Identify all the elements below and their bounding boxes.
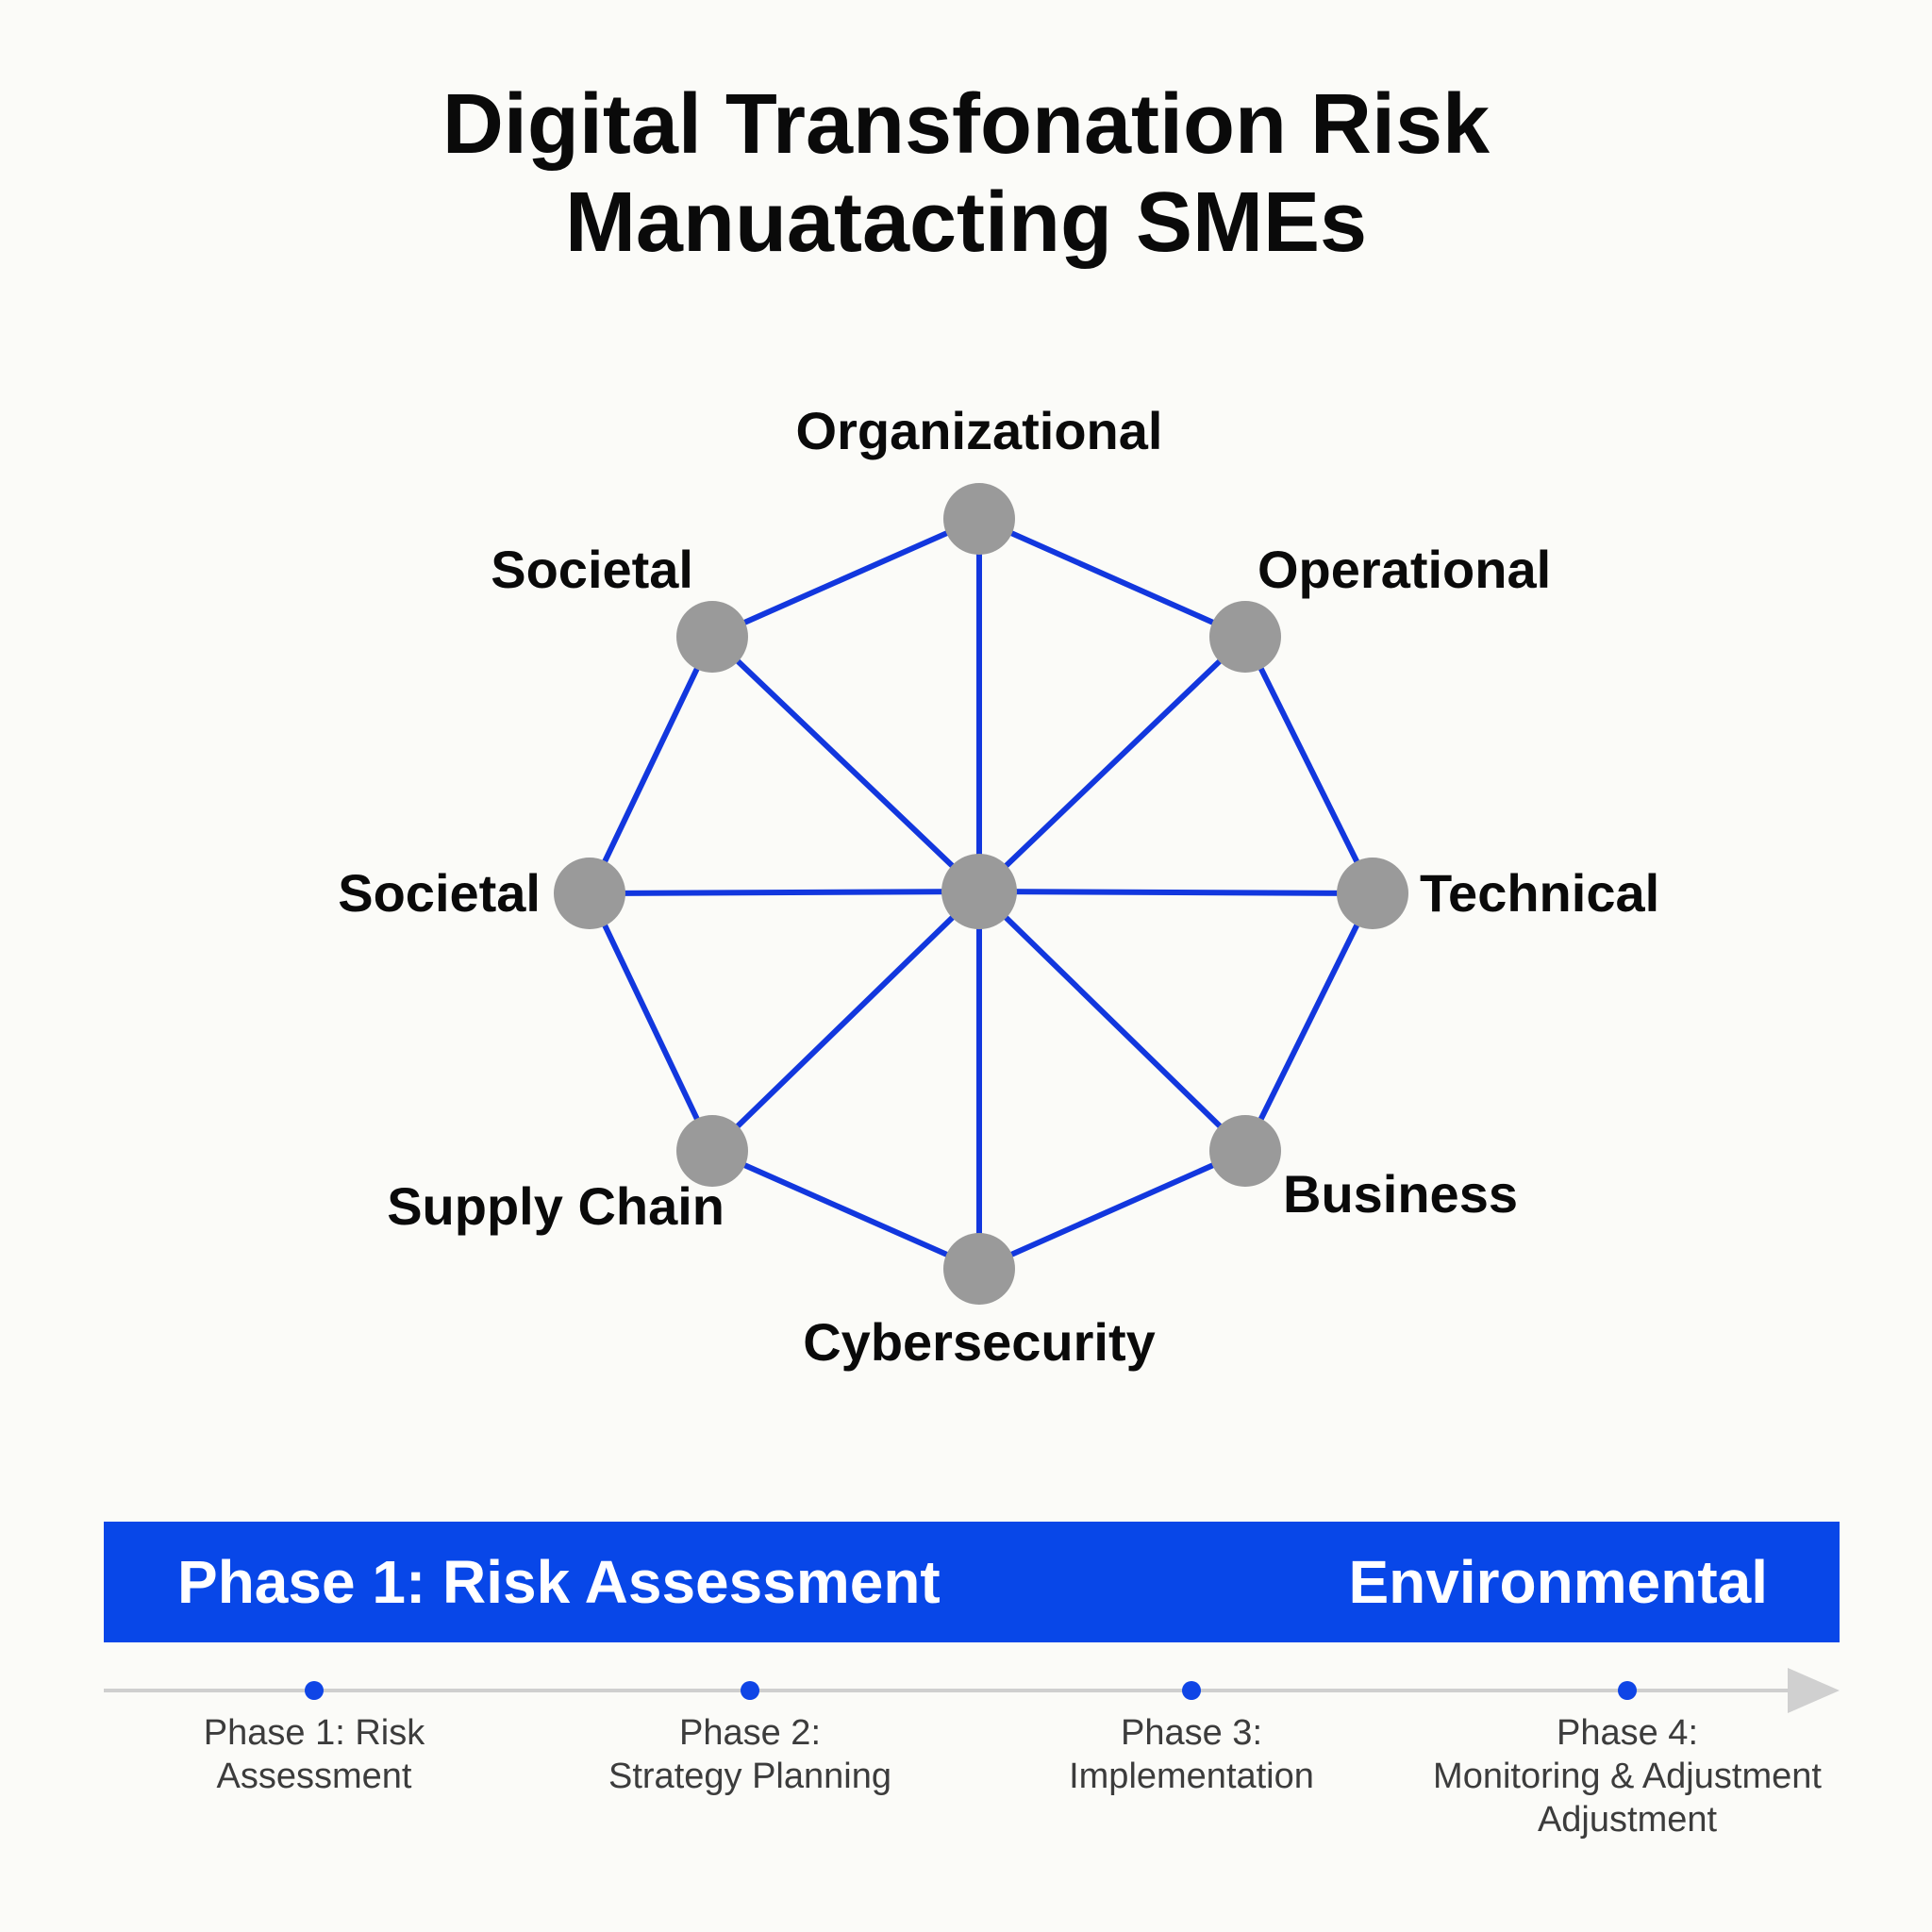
risk-network-diagram: Organizational Operational Technical Busine… bbox=[338, 401, 1659, 1372]
timeline-dot-phase-1 bbox=[305, 1681, 324, 1700]
spoke-edge-societal-top bbox=[709, 634, 982, 894]
ring-edge-cybersecurity bbox=[710, 1148, 981, 1272]
banner-environmental-label: Environmental bbox=[1348, 1548, 1768, 1616]
timeline-label-phase-2: Phase 2: Strategy Planning bbox=[505, 1711, 995, 1798]
ring-edge-organizational bbox=[977, 516, 1247, 640]
node-business bbox=[1209, 1115, 1281, 1187]
spoke-edge-supply-chain bbox=[709, 889, 982, 1154]
node-label-operational: Operational bbox=[1257, 540, 1551, 599]
ring-edge-societal-left bbox=[587, 635, 715, 895]
phase-label-line: Phase 1: Risk bbox=[203, 1713, 425, 1753]
phase-label-line: Implementation bbox=[1069, 1757, 1314, 1796]
timeline-dot-phase-2 bbox=[741, 1681, 759, 1700]
timeline-dot-phase-3 bbox=[1182, 1681, 1201, 1700]
ring-edge-supply-chain bbox=[587, 891, 715, 1153]
node-label-supply-chain: Supply Chain bbox=[387, 1176, 724, 1236]
ring-edge-technical bbox=[1242, 891, 1375, 1153]
title-line-2: Manuatacting SMEs bbox=[564, 175, 1368, 270]
node-societal-left bbox=[554, 858, 625, 929]
node-label-societal-left: Societal bbox=[338, 863, 541, 923]
node-technical bbox=[1337, 858, 1408, 929]
node-label-societal-top: Societal bbox=[491, 540, 693, 599]
phase-label-line: Adjustment bbox=[1537, 1800, 1718, 1840]
spoke-edge-societal-left bbox=[589, 889, 980, 896]
phase-banner: Phase 1: Risk Assessment Environmental bbox=[104, 1522, 1840, 1642]
phase-label-line: Strategy Planning bbox=[608, 1757, 891, 1796]
spoke-edge-operational bbox=[976, 634, 1248, 894]
node-supply-chain bbox=[676, 1115, 748, 1187]
node-organizational bbox=[943, 483, 1015, 555]
phase-label-line: Phase 2: bbox=[679, 1713, 821, 1753]
node-label-technical: Technical bbox=[1420, 863, 1659, 923]
phase-label-line: Assessment bbox=[216, 1757, 412, 1796]
node-cybersecurity bbox=[943, 1233, 1015, 1305]
timeline-label-phase-3: Phase 3: Implementation bbox=[946, 1711, 1437, 1798]
timeline-label-phase-4: Phase 4: Monitoring & Adjustment Adjustmen… bbox=[1382, 1711, 1873, 1841]
page-title: Digital Transfonation Risk Manuatacting … bbox=[0, 75, 1932, 272]
title-line-1: Digital Transfonation Risk bbox=[441, 77, 1491, 172]
node-label-cybersecurity: Cybersecurity bbox=[803, 1312, 1156, 1372]
spoke-edge-business bbox=[976, 889, 1248, 1154]
spoke-edge-technical bbox=[978, 889, 1374, 896]
timeline-arrow-icon bbox=[1788, 1668, 1840, 1713]
timeline-label-phase-1: Phase 1: Risk Assessment bbox=[69, 1711, 559, 1798]
ring-edge-operational bbox=[1242, 635, 1375, 895]
phase-label-line: Monitoring & Adjustment bbox=[1433, 1757, 1822, 1796]
phase-label-line: Phase 3: bbox=[1121, 1713, 1262, 1753]
banner-phase-label: Phase 1: Risk Assessment bbox=[177, 1548, 941, 1616]
center-node bbox=[941, 854, 1017, 929]
timeline-dot-phase-4 bbox=[1618, 1681, 1637, 1700]
ring-edge-business bbox=[977, 1148, 1247, 1272]
node-label-business: Business bbox=[1283, 1164, 1518, 1224]
node-operational bbox=[1209, 601, 1281, 673]
ring-edge-societal-top bbox=[710, 516, 981, 640]
node-societal-top bbox=[676, 601, 748, 673]
phase-label-line: Phase 4: bbox=[1557, 1713, 1698, 1753]
node-label-organizational: Organizational bbox=[796, 401, 1163, 460]
